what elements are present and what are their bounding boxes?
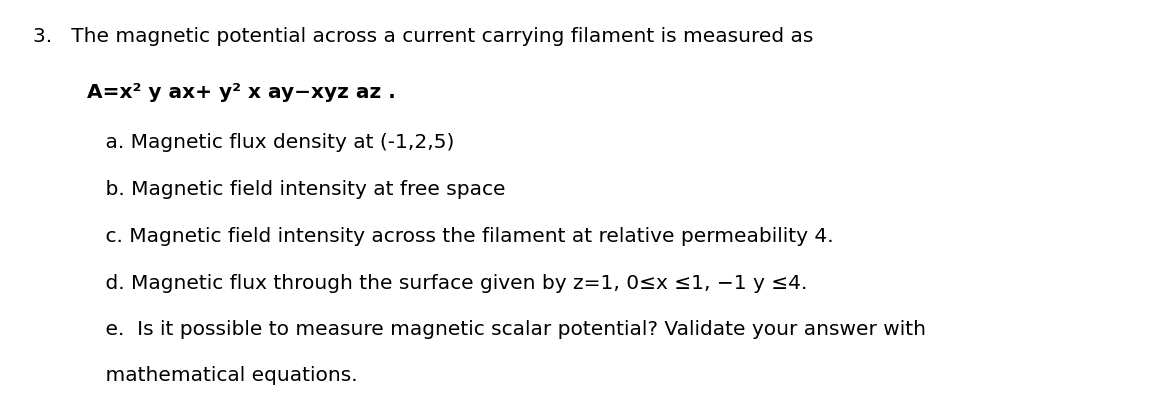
Text: d. Magnetic flux through the surface given by z=1, 0≤x ≤1, −1 y ≤4.: d. Magnetic flux through the surface giv…: [80, 274, 807, 293]
Text: b. Magnetic field intensity at free space: b. Magnetic field intensity at free spac…: [80, 180, 505, 199]
Text: e.  Is it possible to measure magnetic scalar potential? Validate your answer wi: e. Is it possible to measure magnetic sc…: [80, 320, 925, 339]
Text: 3.   The magnetic potential across a current carrying filament is measured as: 3. The magnetic potential across a curre…: [33, 27, 813, 46]
Text: A=x² y ax+ y² x ay−xyz az .: A=x² y ax+ y² x ay−xyz az .: [80, 82, 395, 101]
Text: c. Magnetic field intensity across the filament at relative permeability 4.: c. Magnetic field intensity across the f…: [80, 227, 833, 246]
Text: mathematical equations.: mathematical equations.: [80, 366, 357, 385]
Text: a. Magnetic flux density at (-1,2,5): a. Magnetic flux density at (-1,2,5): [80, 133, 454, 152]
